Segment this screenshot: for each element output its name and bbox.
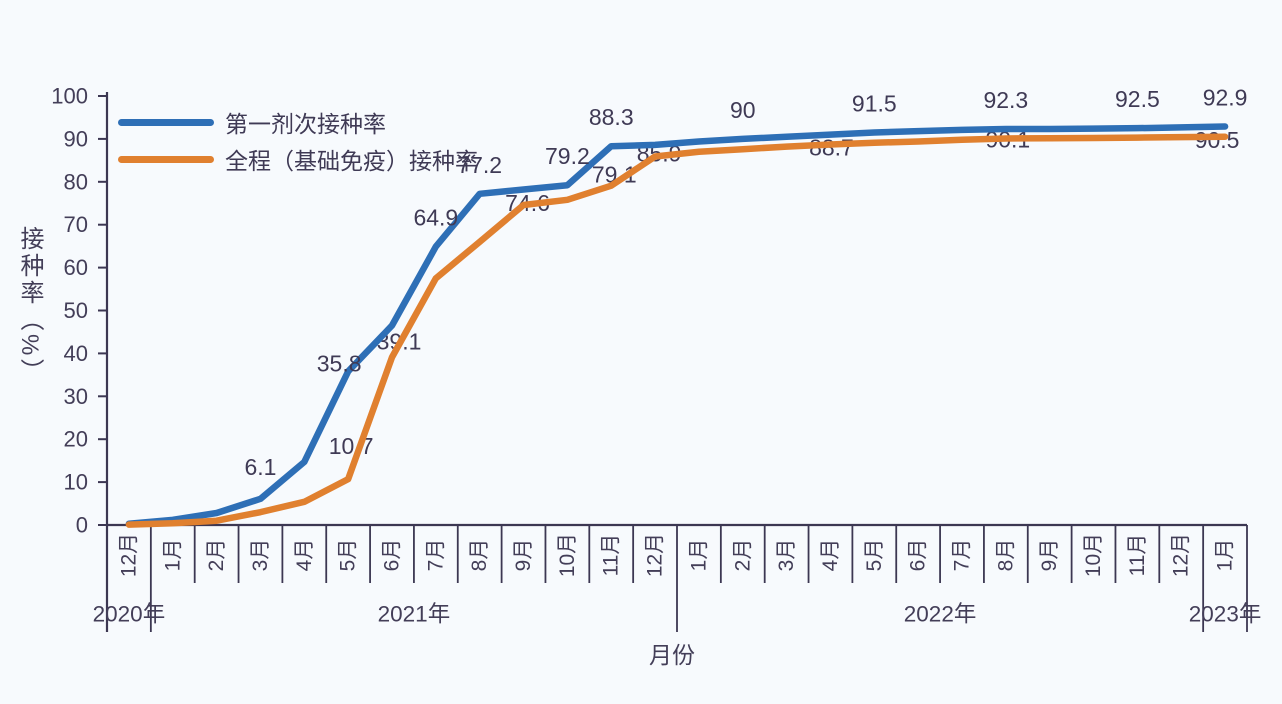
y-tick-label: 10	[64, 470, 88, 495]
data-point-label: 10.7	[329, 433, 374, 459]
x-tick-label: 1月	[161, 539, 184, 572]
data-point-label: 6.1	[244, 454, 276, 480]
data-point-label: 92.3	[983, 87, 1028, 113]
data-point-label: 88.3	[589, 104, 634, 130]
x-tick-label: 3月	[249, 539, 272, 572]
x-tick-label: 4月	[293, 539, 316, 572]
y-tick-label: 30	[64, 384, 88, 409]
x-tick-label: 12月	[644, 533, 667, 577]
year-label: 2021年	[378, 602, 451, 627]
data-point-label: 79.2	[545, 143, 590, 169]
x-tick-label: 5月	[337, 539, 360, 572]
x-tick-label: 1月	[687, 539, 710, 572]
legend-label: 第一剂次接种率	[225, 111, 386, 137]
x-tick-label: 10月	[1082, 533, 1105, 577]
data-point-label: 92.5	[1115, 86, 1160, 112]
x-tick-label: 2月	[205, 539, 228, 572]
x-tick-label: 9月	[512, 539, 535, 572]
x-tick-label: 3月	[775, 539, 798, 572]
x-tick-label: 1月	[1214, 539, 1237, 572]
y-tick-label: 70	[64, 212, 88, 237]
legend-item-first-dose: 第一剂次接种率	[118, 107, 478, 137]
series-line-full-course	[125, 133, 1229, 528]
y-tick-label: 0	[76, 513, 88, 538]
y-axis-title: 接种率（%）	[16, 226, 43, 386]
x-tick-label: 4月	[819, 539, 842, 572]
x-tick-labels: 12月 1月 2月 3月 4月 5月 6月 7月 8月 9月 10月 11月 12月 1月 2月 3月 4月 5月…	[117, 533, 1236, 577]
x-tick-label: 10月	[556, 533, 579, 577]
data-labels-first-dose: 6.1 35.8 64.9 77.2 79.2 88.3 90 91.5 92.3 92.5 92.…	[244, 84, 1247, 479]
x-tick-label: 5月	[863, 539, 886, 572]
data-point-label: 77.2	[457, 152, 502, 178]
y-tick-label: 20	[64, 427, 88, 452]
x-tick-label: 7月	[424, 539, 447, 572]
y-tick-label: 40	[64, 341, 88, 366]
year-labels: 2020年 2021年 2022年 2023年	[93, 602, 1262, 627]
y-tick-label: 60	[64, 255, 88, 280]
year-label: 2020年	[93, 602, 166, 627]
data-point-label: 35.8	[317, 350, 362, 376]
year-label: 2023年	[1189, 602, 1262, 627]
x-tick-label: 11月	[600, 534, 623, 577]
x-tick-label: 11月	[1126, 534, 1149, 577]
data-point-label: 64.9	[413, 205, 458, 231]
year-label: 2022年	[904, 602, 977, 627]
legend-label: 全程（基础免疫）接种率	[225, 148, 478, 174]
legend: 第一剂次接种率 全程（基础免疫）接种率	[118, 107, 478, 174]
x-tick-label: 7月	[951, 539, 974, 572]
x-tick-label: 6月	[381, 539, 404, 572]
x-axis-separators	[106, 525, 1248, 632]
x-tick-label: 12月	[117, 533, 140, 577]
x-tick-label: 8月	[994, 539, 1017, 572]
series-lines	[125, 123, 1229, 528]
x-tick-label: 8月	[468, 539, 491, 572]
series-line-first-dose	[125, 123, 1229, 527]
legend-item-full-course: 全程（基础免疫）接种率	[118, 144, 478, 174]
x-tick-label: 2月	[731, 539, 754, 572]
legend-line-swatch-orange	[118, 155, 214, 163]
x-tick-label: 6月	[907, 539, 930, 572]
y-tick-label: 50	[64, 298, 88, 323]
y-tick-label: 100	[51, 84, 88, 109]
data-point-label: 92.9	[1203, 84, 1248, 110]
y-tick-label: 90	[64, 126, 88, 151]
data-point-label: 91.5	[852, 90, 897, 116]
x-tick-label: 9月	[1038, 539, 1061, 572]
x-axis-title: 月份	[649, 642, 695, 668]
y-axis-ticks: 0 10 20 30 40 50 60 70 80 90 100	[51, 84, 107, 538]
x-tick-label: 12月	[1170, 533, 1193, 577]
y-tick-label: 80	[64, 169, 88, 194]
legend-line-swatch-blue	[118, 118, 214, 126]
data-point-label: 90	[730, 97, 756, 123]
